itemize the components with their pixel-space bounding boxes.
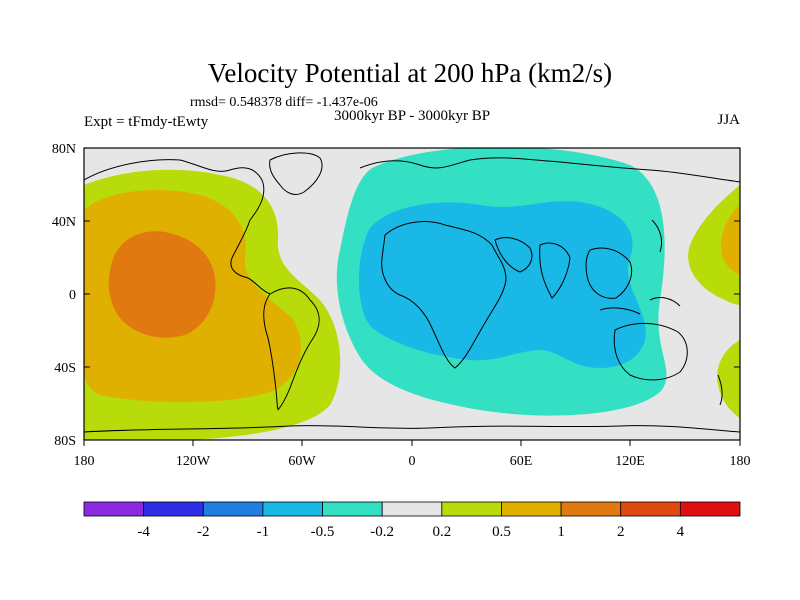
coast-greenland [269, 152, 323, 195]
lat-tick-label: 80N [52, 142, 76, 157]
contour-green-east-low [717, 340, 740, 418]
coast-australia [613, 322, 688, 381]
lat-tick-label: 40N [52, 215, 76, 230]
coast-south-america [269, 287, 320, 411]
lon-tick-label: 180 [74, 454, 95, 469]
colorbar-label: 1 [557, 524, 565, 540]
colorbar-label: -1 [257, 524, 270, 540]
lon-tick-label: 120E [615, 454, 645, 469]
coast-europe-asia [359, 157, 740, 183]
colorbar-swatch [560, 501, 622, 517]
colorbar-swatch [620, 501, 681, 517]
colorbar-swatch [679, 501, 741, 517]
contour-darkorange-west [108, 231, 216, 338]
coast-south-america-west [263, 293, 279, 411]
coast-africa [381, 221, 507, 369]
lon-tick-label: 60W [288, 454, 316, 469]
lon-tick-label: 60E [510, 454, 533, 469]
center-label: 3000kyr BP - 3000kyr BP [334, 108, 490, 124]
coastlines [84, 152, 740, 433]
coast-maritime [599, 297, 681, 315]
lon-axis: 180 120W 60W 0 60E 120E 180 [74, 440, 751, 469]
map-title: Velocity Potential at 200 hPa (km2/s) [208, 58, 612, 88]
left-label: Expt = tFmdy-tEwty [84, 114, 209, 130]
colorbar-label: 0.2 [432, 524, 451, 540]
lat-tick-label: 80S [54, 434, 76, 449]
colorbar-label: -2 [197, 524, 210, 540]
colorbar-swatch [381, 501, 443, 517]
colorbar-label: 4 [677, 524, 685, 540]
colorbar-swatch [322, 501, 383, 517]
colorbar-label: 2 [617, 524, 625, 540]
lon-tick-label: 180 [730, 454, 751, 469]
coast-antarctica [84, 425, 740, 433]
colorbar-swatch [501, 501, 562, 517]
coast-arabia-india [494, 237, 571, 299]
lat-tick-label: 0 [69, 288, 76, 303]
colorbar-label: -4 [137, 524, 150, 540]
lon-tick-label: 120W [176, 454, 211, 469]
stats-label: rmsd= 0.548378 diff= -1.437e-06 [190, 95, 378, 110]
map-panel [84, 148, 740, 440]
lon-tick-label: 0 [409, 454, 416, 469]
lat-axis: 80N 40N 0 40S 80S [52, 142, 740, 449]
coast-southeast-asia [585, 247, 633, 299]
colorbar-label: 0.5 [492, 524, 511, 540]
colorbar-swatch [143, 501, 204, 517]
contour-blue [358, 201, 646, 368]
lat-tick-label: 40S [54, 361, 76, 376]
right-label: JJA [717, 112, 740, 128]
colorbar-swatch [262, 501, 323, 517]
colorbar-swatch [441, 501, 502, 517]
colorbar-swatch [83, 501, 145, 517]
coast-japan [651, 219, 663, 253]
coast-new-zealand [717, 374, 723, 406]
contour-green-east-edge [688, 185, 740, 305]
colorbar-label: -0.2 [370, 524, 394, 540]
colorbar-swatch [202, 501, 264, 517]
colorbar-label: -0.5 [311, 524, 335, 540]
colorbar: -4 -2 -1 -0.5 -0.2 0.2 0.5 1 2 4 [83, 501, 741, 540]
contour-orange-east-edge [721, 205, 740, 275]
coast-north-america [84, 159, 271, 295]
